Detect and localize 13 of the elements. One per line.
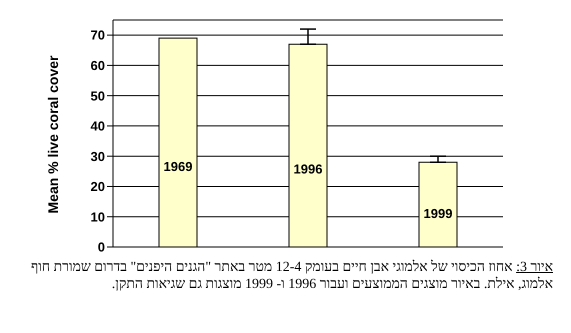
- text: איור 3: אחוז הכיסוי של אלמוגי אבן חיים בעומק 12-4 מטר באתר "הגנים היפנים" בדרום שמורת חוף אלמוג, אילת. באיור מוצגים הממוצעים ועבור 1996 ו- 1999 מוצגות גם שגיאות התקן.: [30, 259, 553, 293]
- y-axis-title: Mean % live coral cover: [44, 54, 61, 214]
- y-tick-label: 70: [90, 28, 105, 43]
- y-tick-label: 30: [90, 148, 105, 164]
- y-tick-label: 0: [98, 240, 105, 255]
- y-tick-label: 10: [90, 209, 105, 224]
- y-tick-label: 20: [90, 179, 105, 194]
- y-tick-label: 50: [90, 88, 105, 104]
- x-tick-label: 1996: [294, 161, 322, 176]
- y-tick-label: 60: [90, 58, 105, 74]
- y-tick-label: 40: [90, 118, 105, 134]
- x-tick-label: 1999: [424, 206, 452, 222]
- x-tick-label: 1969: [164, 159, 192, 174]
